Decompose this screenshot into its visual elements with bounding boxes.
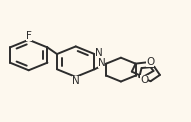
Text: N: N: [98, 58, 105, 68]
Text: F: F: [26, 31, 32, 41]
Text: N: N: [95, 48, 103, 58]
Text: N: N: [72, 76, 80, 86]
Text: O: O: [140, 75, 148, 85]
Text: O: O: [146, 57, 154, 67]
